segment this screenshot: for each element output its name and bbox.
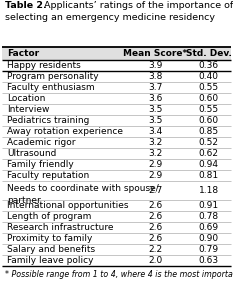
Text: 1.18: 1.18 bbox=[199, 186, 219, 195]
Text: 2.6: 2.6 bbox=[148, 201, 163, 210]
Text: Faculty enthusiasm: Faculty enthusiasm bbox=[7, 83, 95, 92]
Text: Academic rigor: Academic rigor bbox=[7, 138, 75, 147]
Text: 0.91: 0.91 bbox=[199, 201, 219, 210]
Text: Research infrastructure: Research infrastructure bbox=[7, 223, 113, 232]
Text: Applicants’ ratings of the importance of factors in: Applicants’ ratings of the importance of… bbox=[41, 2, 233, 10]
Text: 3.5: 3.5 bbox=[148, 105, 163, 114]
Text: 2.9: 2.9 bbox=[148, 160, 163, 169]
Text: 3.6: 3.6 bbox=[148, 94, 163, 103]
Text: 2.9: 2.9 bbox=[148, 171, 163, 180]
Text: 0.90: 0.90 bbox=[199, 234, 219, 243]
Text: 0.69: 0.69 bbox=[199, 223, 219, 232]
Text: 3.2: 3.2 bbox=[148, 138, 163, 147]
Text: 3.7: 3.7 bbox=[148, 83, 163, 92]
Text: Length of program: Length of program bbox=[7, 212, 91, 221]
Bar bbox=[2, 46, 231, 60]
Text: 2.2: 2.2 bbox=[148, 245, 163, 254]
Text: 0.55: 0.55 bbox=[199, 83, 219, 92]
Text: Family leave policy: Family leave policy bbox=[7, 256, 93, 265]
Text: Ultrasound: Ultrasound bbox=[7, 149, 56, 158]
Text: 2.6: 2.6 bbox=[148, 212, 163, 221]
Text: 0.60: 0.60 bbox=[199, 94, 219, 103]
Text: 0.36: 0.36 bbox=[199, 61, 219, 70]
Text: 0.55: 0.55 bbox=[199, 105, 219, 114]
Text: 0.62: 0.62 bbox=[199, 149, 219, 158]
Text: 0.60: 0.60 bbox=[199, 116, 219, 125]
Text: * Possible range from 1 to 4, where 4 is the most important.: * Possible range from 1 to 4, where 4 is… bbox=[5, 270, 233, 279]
Text: 0.63: 0.63 bbox=[199, 256, 219, 265]
Text: Salary and benefits: Salary and benefits bbox=[7, 245, 95, 254]
Text: Factor: Factor bbox=[7, 49, 39, 58]
Text: Location: Location bbox=[7, 94, 45, 103]
Text: Table 2.: Table 2. bbox=[5, 2, 46, 10]
Text: 3.9: 3.9 bbox=[148, 61, 163, 70]
Text: Pediatrics training: Pediatrics training bbox=[7, 116, 89, 125]
Text: 2.6: 2.6 bbox=[148, 223, 163, 232]
Text: 3.2: 3.2 bbox=[148, 149, 163, 158]
Text: 3.4: 3.4 bbox=[148, 127, 163, 136]
Text: Std. Dev.: Std. Dev. bbox=[186, 49, 231, 58]
Text: 3.8: 3.8 bbox=[148, 72, 163, 81]
Text: Program personality: Program personality bbox=[7, 72, 99, 81]
Text: Away rotation experience: Away rotation experience bbox=[7, 127, 123, 136]
Text: 0.81: 0.81 bbox=[199, 171, 219, 180]
Text: Family friendly: Family friendly bbox=[7, 160, 74, 169]
Text: partner: partner bbox=[7, 196, 41, 205]
Text: 2.0: 2.0 bbox=[148, 256, 163, 265]
Text: 2.6: 2.6 bbox=[148, 234, 163, 243]
Text: Proximity to family: Proximity to family bbox=[7, 234, 92, 243]
Text: Needs to coordinate with spouse/: Needs to coordinate with spouse/ bbox=[7, 184, 159, 194]
Text: Happy residents: Happy residents bbox=[7, 61, 81, 70]
Text: selecting an emergency medicine residency: selecting an emergency medicine residenc… bbox=[5, 13, 215, 22]
Text: 2.7: 2.7 bbox=[148, 186, 163, 195]
Text: 0.79: 0.79 bbox=[199, 245, 219, 254]
Text: 0.85: 0.85 bbox=[199, 127, 219, 136]
Text: 0.78: 0.78 bbox=[199, 212, 219, 221]
Text: 0.94: 0.94 bbox=[199, 160, 219, 169]
Text: 0.52: 0.52 bbox=[199, 138, 219, 147]
Text: Mean Score*: Mean Score* bbox=[123, 49, 188, 58]
Text: Interview: Interview bbox=[7, 105, 49, 114]
Text: 0.40: 0.40 bbox=[199, 72, 219, 81]
Text: Faculty reputation: Faculty reputation bbox=[7, 171, 89, 180]
Text: International opportunities: International opportunities bbox=[7, 201, 128, 210]
Text: 3.5: 3.5 bbox=[148, 116, 163, 125]
